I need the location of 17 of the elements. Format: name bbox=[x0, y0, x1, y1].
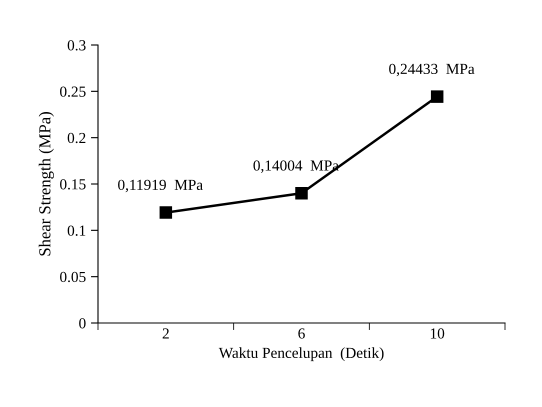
data-label: 0,11919 MPa bbox=[118, 180, 203, 192]
y-tick-label: 0.25 bbox=[60, 86, 86, 97]
y-axis-title: Shear Strength (MPa) bbox=[38, 112, 54, 256]
x-tick-label: 10 bbox=[430, 328, 444, 339]
y-tick-label: 0.3 bbox=[68, 40, 86, 51]
y-tick-label: 0.1 bbox=[68, 225, 86, 236]
point bbox=[160, 206, 172, 219]
point bbox=[295, 186, 308, 200]
data-label: 0,24433 MPa bbox=[389, 64, 474, 76]
x-axis-title: Waktu Pencelupan (Detik) bbox=[218, 347, 384, 362]
x-tick-label: 6 bbox=[298, 328, 305, 339]
y-tick-label: 0.05 bbox=[60, 272, 86, 282]
point bbox=[430, 90, 444, 103]
y-tick-label: 0.15 bbox=[60, 179, 86, 190]
y-tick-label: 0 bbox=[79, 318, 86, 328]
x-tick-label: 2 bbox=[162, 328, 169, 338]
y-tick-label: 0.2 bbox=[68, 132, 86, 144]
